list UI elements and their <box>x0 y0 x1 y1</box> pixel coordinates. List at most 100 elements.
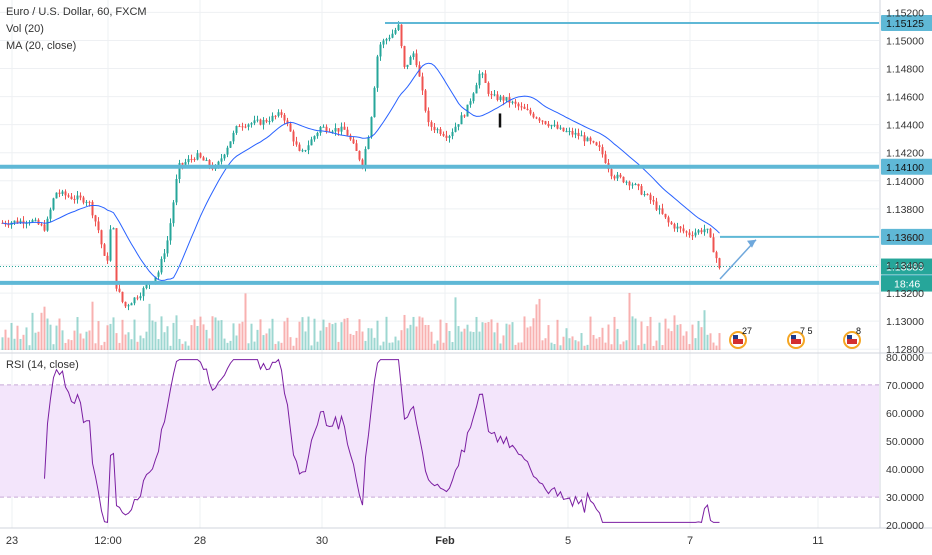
volume-bar <box>361 331 364 350</box>
volume-bar <box>265 333 268 350</box>
candle-body <box>175 178 178 203</box>
volume-bar <box>70 340 73 350</box>
candle-body <box>643 194 646 196</box>
volume-bar <box>202 324 205 350</box>
time-tick-3: 30 <box>316 535 328 547</box>
volume-bar <box>556 319 559 350</box>
candle-body <box>232 132 235 142</box>
volume-bar <box>535 304 538 350</box>
volume-bar <box>652 345 655 350</box>
volume-bar <box>31 312 34 350</box>
volume-bar <box>415 326 418 350</box>
candle-body <box>661 208 664 214</box>
volume-bar <box>433 343 436 350</box>
volume-bar <box>34 332 37 350</box>
candle-body <box>157 272 160 277</box>
candle-body <box>478 73 481 86</box>
rsi-tick-6: 20.0000 <box>886 520 924 532</box>
candle-body <box>253 120 256 124</box>
candle-body <box>454 126 457 132</box>
volume-bar <box>586 344 589 350</box>
price-tick-4: 1.14400 <box>886 120 924 132</box>
candle-body <box>487 82 490 94</box>
candle-body <box>637 183 640 187</box>
candle-body <box>670 222 673 225</box>
volume-bar <box>604 342 607 350</box>
candle-body <box>496 94 499 100</box>
level-label-bg-2 <box>881 228 932 245</box>
volume-bar <box>439 319 442 350</box>
candle-body <box>244 126 247 128</box>
candle-body <box>616 174 619 179</box>
volume-bar <box>133 319 136 350</box>
volume-bar <box>85 331 88 350</box>
volume-bar <box>664 318 667 350</box>
candle-body <box>319 127 322 133</box>
candle-body <box>91 201 94 216</box>
candle-body <box>181 163 184 165</box>
volume-bar <box>25 327 28 350</box>
volume-bar <box>526 327 529 350</box>
candle-body <box>292 131 295 142</box>
candle-body <box>250 123 253 125</box>
volume-bar <box>562 336 565 350</box>
candle-body <box>196 153 199 160</box>
volume-bar <box>40 312 43 350</box>
volume-bar <box>667 328 670 350</box>
volume-bar <box>286 317 289 350</box>
candle-body <box>73 198 76 200</box>
candle-body <box>172 202 175 224</box>
volume-bar <box>580 333 583 350</box>
candle-body <box>715 252 718 259</box>
candle-body <box>235 126 238 133</box>
candle-body <box>331 131 334 133</box>
volume-bar <box>421 317 424 350</box>
volume-bar <box>589 316 592 350</box>
volume-bar <box>355 330 358 350</box>
candle-body <box>490 93 493 96</box>
candle-body <box>109 229 112 261</box>
volume-bar <box>187 345 190 350</box>
candle-body <box>355 143 358 151</box>
volume-bar <box>397 340 400 350</box>
candle-body <box>442 133 445 136</box>
candle-body <box>397 24 400 30</box>
candle-body <box>22 220 25 224</box>
candle-body <box>154 276 157 282</box>
candle-body <box>412 53 415 58</box>
volume-bar <box>706 334 709 350</box>
volume-bar <box>94 343 97 350</box>
candle-body <box>571 130 574 135</box>
ma-line <box>2 62 720 282</box>
candle-body <box>295 141 298 145</box>
candle-body <box>13 220 16 223</box>
price-tick-2: 1.14800 <box>886 64 924 76</box>
volume-bar <box>445 322 448 350</box>
volume-bar <box>682 335 685 350</box>
volume-bar <box>463 328 466 350</box>
candle-body <box>160 258 163 273</box>
candle-body <box>457 124 460 127</box>
candle-body <box>304 150 307 152</box>
volume-bar <box>292 345 295 350</box>
candle-body <box>544 121 547 124</box>
volume-bar <box>136 341 139 350</box>
candle-body <box>142 288 145 297</box>
candle-body <box>367 137 370 150</box>
candle-body <box>652 199 655 202</box>
candle-body <box>163 253 166 259</box>
volume-bar <box>610 344 613 350</box>
volume-bar <box>289 337 292 350</box>
level-label-bg-0 <box>881 14 932 31</box>
volume-bar <box>7 337 10 350</box>
volume-bar <box>4 329 7 350</box>
time-tick-7: 11 <box>812 535 823 547</box>
candle-body <box>34 219 37 221</box>
candle-body <box>376 56 379 88</box>
candle-body <box>88 201 91 203</box>
volume-bar <box>76 317 79 350</box>
volume-bar <box>166 326 169 350</box>
volume-bar <box>565 328 568 350</box>
